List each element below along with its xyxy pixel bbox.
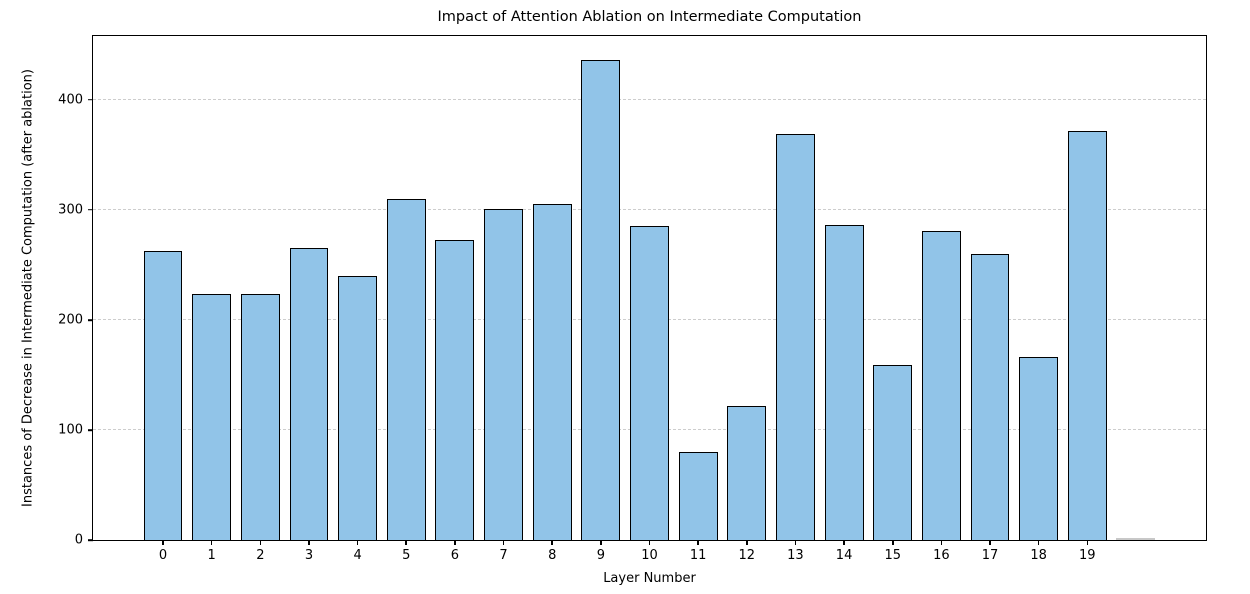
bar [873, 365, 913, 540]
x-tick-label: 17 [981, 548, 999, 563]
x-tick-label: 0 [158, 548, 168, 563]
x-tick-label: 19 [1079, 548, 1096, 563]
bar [775, 133, 815, 540]
x-tick-mark [551, 540, 553, 545]
x-tick-label: 1 [207, 548, 216, 563]
x-tick-mark [308, 540, 310, 545]
x-tick-label: 6 [450, 548, 460, 563]
bar [970, 253, 1010, 540]
x-tick-mark [210, 540, 213, 545]
y-tick-mark [88, 209, 93, 211]
x-tick-mark [891, 540, 894, 545]
x-tick-label: 8 [548, 548, 557, 563]
x-tick-label: 16 [933, 548, 950, 563]
x-tick-label: 11 [689, 548, 707, 563]
x-tick-label: 9 [596, 548, 605, 563]
bar [532, 204, 572, 540]
x-tick-mark [454, 540, 456, 545]
x-tick-mark [648, 540, 651, 545]
bar [338, 275, 378, 540]
y-tick-mark [88, 539, 93, 541]
y-axis-label: Instances of Decrease in Intermediate Co… [20, 69, 36, 507]
chart-title: Impact of Attention Ablation on Intermed… [437, 9, 862, 25]
bar [192, 293, 232, 540]
bar [1116, 538, 1156, 540]
bar [289, 248, 329, 540]
x-tick-mark [1037, 540, 1040, 545]
y-tick-label: 400 [58, 92, 83, 108]
bar [386, 198, 426, 540]
y-tick-mark [88, 319, 93, 321]
x-tick-label: 2 [256, 548, 265, 563]
bar [630, 226, 669, 540]
bar [727, 405, 767, 540]
x-tick-label: 5 [402, 548, 411, 563]
x-tick-label: 4 [353, 548, 362, 563]
x-tick-label: 13 [787, 548, 804, 563]
x-axis-label: Layer Number [603, 571, 696, 586]
y-tick-mark [88, 99, 93, 101]
x-tick-mark [1086, 540, 1089, 545]
bar [1019, 357, 1059, 540]
y-tick-label: 300 [58, 202, 83, 218]
bar [240, 293, 280, 540]
x-tick-mark [697, 540, 699, 545]
gridline [93, 209, 1206, 211]
bar [435, 239, 475, 540]
x-tick-mark [259, 540, 262, 545]
x-tick-mark [405, 540, 408, 545]
x-tick-label: 10 [641, 548, 658, 563]
bar [678, 451, 718, 540]
x-tick-mark [162, 540, 164, 545]
y-tick-label: 0 [74, 532, 83, 548]
x-tick-label: 3 [304, 548, 314, 563]
x-tick-mark [502, 540, 505, 545]
y-tick-label: 100 [58, 422, 83, 438]
x-tick-mark [940, 540, 943, 545]
bar [143, 250, 183, 540]
bar [484, 208, 523, 540]
x-tick-mark [600, 540, 602, 545]
x-tick-mark [989, 540, 991, 545]
x-tick-mark [843, 540, 845, 545]
bar [824, 225, 864, 540]
gridline [93, 99, 1206, 101]
x-tick-mark [794, 540, 797, 545]
bar [921, 230, 961, 540]
x-tick-label: 14 [835, 548, 853, 563]
x-tick-label: 7 [499, 548, 508, 563]
x-tick-mark [356, 540, 359, 545]
y-tick-label: 200 [58, 312, 83, 328]
bar [581, 60, 621, 540]
bar [1067, 130, 1107, 540]
y-tick-mark [88, 429, 93, 431]
x-tick-mark [745, 540, 748, 545]
x-tick-label: 15 [884, 548, 901, 563]
plot-area: 0 100 200 300 400 0 1 2 3 4 5 6 7 8 9 10 11 12 13 14 15 16 17 1… [58, 35, 1207, 563]
x-tick-label: 12 [738, 548, 756, 563]
x-tick-label: 18 [1030, 548, 1047, 563]
